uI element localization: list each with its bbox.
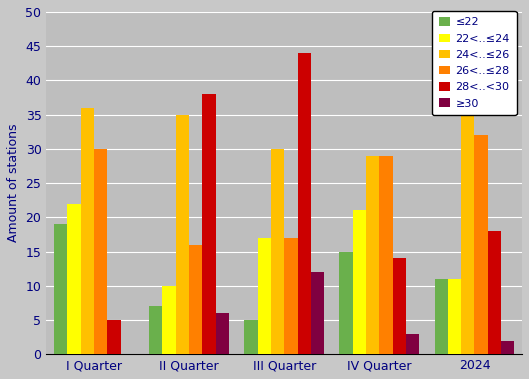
Bar (434, 279, 448, 354)
Bar (297, 53, 311, 354)
Bar (149, 306, 162, 354)
Legend: ≤22, 22<..≤24, 24<..≤26, 26<..≤28, 28<..<30, ≥30: ≤22, 22<..≤24, 24<..≤26, 26<..≤28, 28<..… (432, 11, 516, 115)
Bar (284, 238, 297, 354)
Bar (379, 156, 393, 354)
Bar (203, 94, 216, 354)
Y-axis label: Amount of stations: Amount of stations (7, 124, 20, 242)
Bar (448, 279, 461, 354)
Bar (461, 87, 475, 354)
Bar (189, 245, 203, 354)
Bar (393, 258, 406, 354)
Bar (501, 340, 514, 354)
Bar (488, 231, 501, 354)
Bar (67, 204, 80, 354)
Bar (258, 238, 271, 354)
Bar (353, 210, 366, 354)
Bar (107, 320, 121, 354)
Bar (216, 313, 229, 354)
Bar (340, 252, 353, 354)
Bar (311, 272, 324, 354)
Bar (162, 286, 176, 354)
Bar (54, 224, 67, 354)
Bar (406, 334, 419, 354)
Bar (176, 114, 189, 354)
Bar (366, 156, 379, 354)
Bar (244, 320, 258, 354)
Bar (94, 149, 107, 354)
Bar (271, 149, 284, 354)
Bar (475, 135, 488, 354)
Bar (80, 108, 94, 354)
